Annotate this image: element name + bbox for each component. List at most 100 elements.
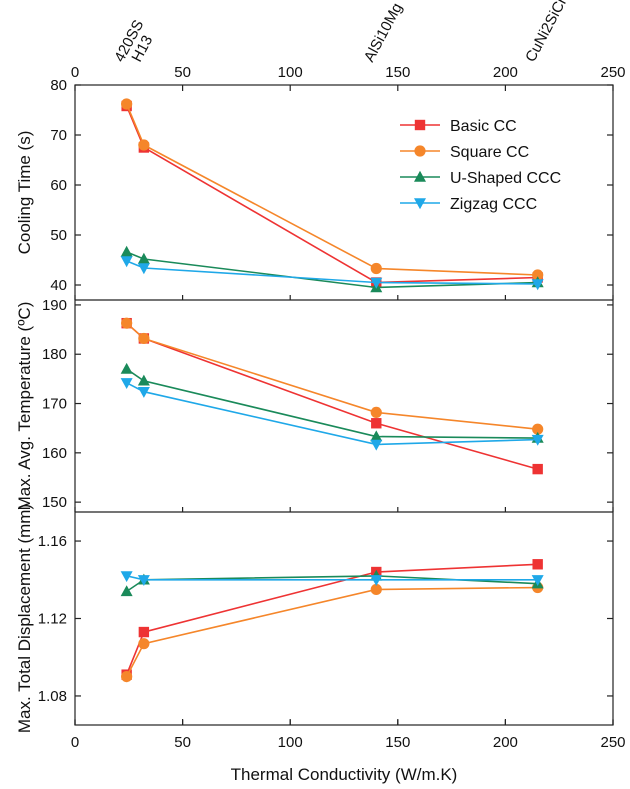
x-tick-label-top: 50 <box>174 64 191 81</box>
series-zigzag-ccc <box>120 571 544 586</box>
data-point-zigzag-ccc <box>120 256 133 268</box>
y-tick-label: 1.12 <box>38 611 67 628</box>
data-point-zigzag-ccc <box>137 575 150 586</box>
x-tick-label-top: 200 <box>493 64 518 81</box>
data-point-square-cc <box>532 423 544 435</box>
x-tick-label-top: 0 <box>71 64 79 81</box>
series-line-square-cc <box>126 322 538 430</box>
series-line-u-shaped-ccc <box>126 251 538 289</box>
series-zigzag-ccc <box>120 378 544 451</box>
y-tick-label: 160 <box>42 445 67 462</box>
series-line-basic-cc <box>125 105 538 284</box>
panel-1: 40 50 60 70 80 Cooling Time (s) <box>15 77 614 300</box>
series-basic-cc <box>121 317 543 475</box>
material-label-alsi10mg: AlSi10Mg <box>361 0 406 65</box>
legend-item-zigzag-ccc: Zigzag CCC <box>400 196 537 213</box>
y-tick-label: 150 <box>42 494 67 511</box>
series-line-basic-cc <box>125 563 538 675</box>
x-tick-label-bottom: 150 <box>385 734 410 751</box>
series-line-square-cc <box>125 103 538 276</box>
x-tick-label-bottom: 50 <box>174 734 191 751</box>
data-point-square-cc <box>121 670 133 683</box>
legend-label: Zigzag CCC <box>450 196 537 213</box>
legend-label: Basic CC <box>450 118 517 135</box>
legend-marker <box>414 198 426 210</box>
y-tick-label: 180 <box>42 346 67 363</box>
y-axis-title: Max. Avg. Temperature (ºC) <box>15 302 34 511</box>
legend-item-basic-cc: Basic CC <box>400 118 517 135</box>
data-point-square-cc <box>138 638 150 650</box>
data-point-square-cc <box>138 332 150 345</box>
series-line-zigzag-ccc <box>126 382 538 446</box>
data-point-zigzag-ccc <box>370 575 383 586</box>
data-point-u-shaped-ccc <box>120 362 133 374</box>
y-axis-title: Cooling Time (s) <box>15 131 34 255</box>
x-tick-label-top: 100 <box>278 64 303 81</box>
data-point-u-shaped-ccc <box>137 252 150 264</box>
legend-marker <box>414 145 426 157</box>
x-tick-label-bottom: 0 <box>71 734 79 751</box>
y-tick-label: 190 <box>42 297 67 314</box>
data-point-zigzag-ccc <box>531 575 544 586</box>
data-point-u-shaped-ccc <box>137 374 150 386</box>
x-tick-label-bottom: 200 <box>493 734 518 751</box>
data-point-basic-cc <box>532 463 543 475</box>
data-point-square-cc <box>532 269 544 281</box>
plot-frame <box>74 84 614 726</box>
data-point-square-cc <box>138 139 150 151</box>
data-point-square-cc <box>121 317 133 329</box>
data-point-basic-cc <box>138 626 150 638</box>
x-axis-title: Thermal Conductivity (W/m.K) <box>231 765 458 784</box>
material-label-cuni2sicr: CuNi2SiCr <box>522 0 570 65</box>
y-tick-label: 1.08 <box>38 688 67 705</box>
data-point-zigzag-ccc <box>120 571 133 583</box>
series-line-basic-cc <box>126 322 538 470</box>
y-tick-label: 80 <box>50 77 67 94</box>
data-point-basic-cc <box>532 559 543 570</box>
data-point-u-shaped-ccc <box>120 585 133 597</box>
x-tick-label-top: 150 <box>385 64 410 81</box>
data-point-zigzag-ccc <box>531 279 544 291</box>
series-square-cc <box>121 581 544 683</box>
series-line-zigzag-ccc <box>126 575 538 581</box>
data-point-zigzag-ccc <box>120 378 133 390</box>
x-tick-label-bottom: 100 <box>278 734 303 751</box>
y-tick-label: 170 <box>42 396 67 413</box>
data-point-zigzag-ccc <box>531 434 544 446</box>
series-line-zigzag-ccc <box>126 260 538 285</box>
series-u-shaped-ccc <box>120 245 544 293</box>
legend: Basic CC Square CC U-Shaped CCC Zigzag CCC <box>400 118 561 213</box>
y-tick-label: 40 <box>50 277 67 294</box>
y-axis-title: Max. Total Displacement (mm) <box>15 504 34 733</box>
y-tick-label: 1.16 <box>38 533 67 550</box>
data-point-square-cc <box>370 262 382 275</box>
series-zigzag-ccc <box>120 256 544 291</box>
legend-label: Square CC <box>450 144 529 161</box>
data-point-square-cc <box>121 98 133 110</box>
x-tick-label-top: 250 <box>600 64 625 81</box>
data-point-square-cc <box>370 583 382 596</box>
data-point-u-shaped-ccc <box>370 430 383 442</box>
data-point-square-cc <box>370 406 382 419</box>
legend-item-square-cc: Square CC <box>400 144 529 161</box>
data-point-u-shaped-ccc <box>120 245 133 257</box>
series-line-u-shaped-ccc <box>126 368 538 439</box>
legend-label: U-Shaped CCC <box>450 170 561 187</box>
y-tick-label: 60 <box>50 177 67 194</box>
y-tick-label: 50 <box>50 227 67 244</box>
data-point-zigzag-ccc <box>137 263 150 275</box>
data-point-zigzag-ccc <box>370 439 383 451</box>
data-point-zigzag-ccc <box>370 277 383 289</box>
series-u-shaped-ccc <box>120 362 544 443</box>
series-square-cc <box>121 317 544 435</box>
x-tick-label-bottom: 250 <box>600 734 625 751</box>
legend-marker <box>414 170 426 182</box>
legend-item-u-shaped-ccc: U-Shaped CCC <box>400 170 561 187</box>
legend-marker <box>414 119 426 131</box>
data-point-zigzag-ccc <box>137 387 150 398</box>
series-line-square-cc <box>125 586 538 677</box>
panel-2: 150 160 170 180 190 Max. Avg. Temperature (ºC… <box>15 297 614 512</box>
